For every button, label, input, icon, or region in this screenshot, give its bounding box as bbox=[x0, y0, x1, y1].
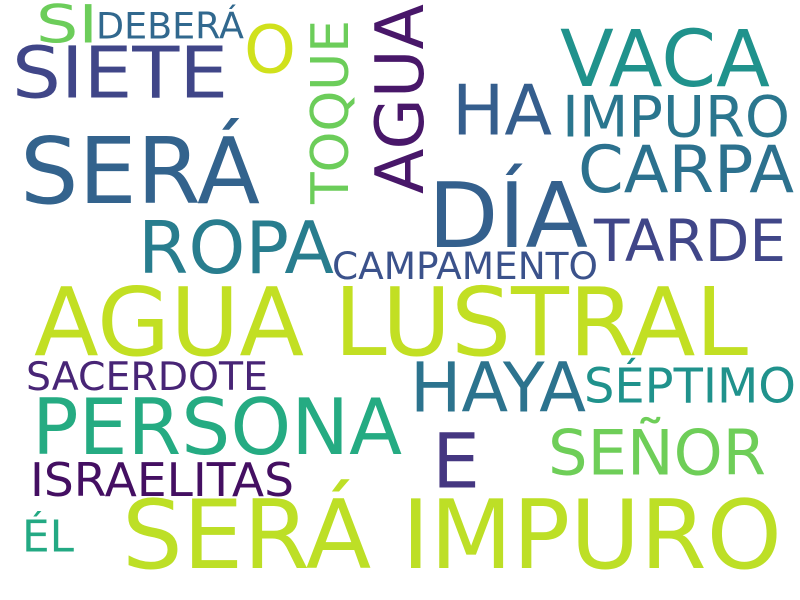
cloud-word: CAMPAMENTO bbox=[332, 244, 598, 288]
cloud-word: ROPA bbox=[138, 207, 334, 291]
cloud-word: SACERDOTE bbox=[26, 354, 268, 400]
cloud-word: DÍA bbox=[428, 164, 588, 269]
cloud-word: ÉL bbox=[22, 510, 75, 563]
cloud-word: DEBERÁ bbox=[96, 4, 244, 48]
cloud-word: IMPURO bbox=[562, 84, 790, 151]
cloud-word: O bbox=[244, 12, 296, 89]
cloud-word: AGUA LUSTRAL bbox=[34, 268, 748, 378]
cloud-word: SERÁ IMPURO bbox=[122, 478, 782, 591]
cloud-word: ISRAELITAS bbox=[30, 453, 294, 507]
cloud-word: PERSONA bbox=[32, 383, 402, 473]
cloud-word: SEÑOR bbox=[548, 417, 766, 490]
cloud-word: AGUA bbox=[361, 4, 439, 194]
cloud-word: SI bbox=[36, 0, 98, 56]
cloud-word: SIETE bbox=[12, 32, 228, 115]
cloud-word: TOQUE bbox=[301, 20, 361, 205]
cloud-word: HAYA bbox=[410, 350, 586, 429]
cloud-word: E bbox=[432, 417, 480, 506]
cloud-word: HA bbox=[452, 71, 552, 152]
cloud-word: SÉPTIMO bbox=[584, 358, 796, 415]
cloud-word: TARDE bbox=[593, 207, 786, 275]
cloud-word: SERÁ bbox=[20, 117, 260, 225]
cloud-word: VACA bbox=[560, 13, 770, 105]
cloud-word: CARPA bbox=[578, 132, 794, 208]
